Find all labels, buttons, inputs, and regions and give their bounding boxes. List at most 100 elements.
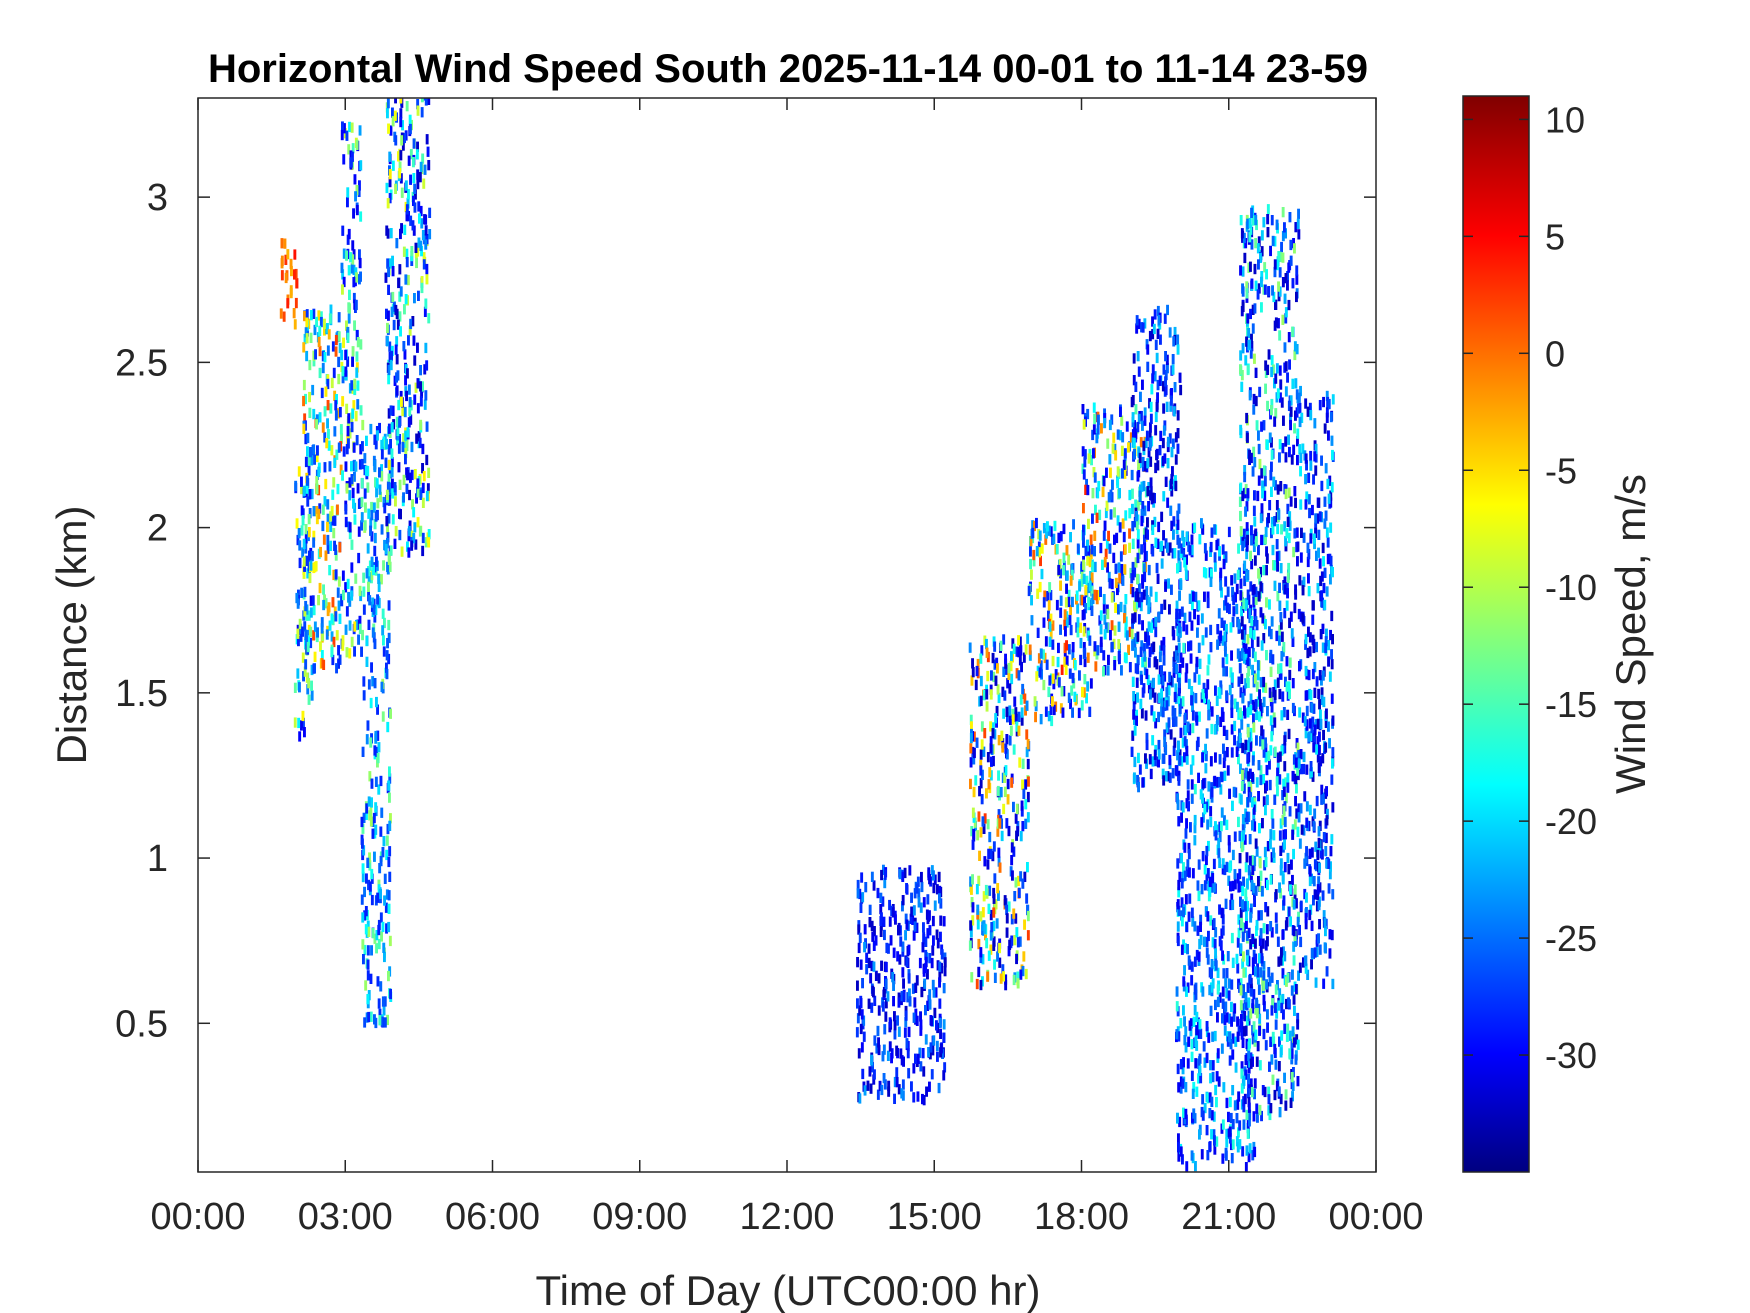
data-cell bbox=[1213, 724, 1217, 735]
data-cell bbox=[1314, 465, 1318, 476]
data-cell bbox=[1285, 656, 1289, 667]
data-cell bbox=[1165, 700, 1169, 711]
data-cell bbox=[1291, 702, 1295, 714]
data-cell bbox=[1119, 430, 1122, 441]
data-cell bbox=[1266, 439, 1269, 450]
data-cell bbox=[1201, 752, 1204, 763]
data-cell bbox=[1208, 984, 1212, 996]
data-cell bbox=[1083, 449, 1087, 460]
data-cell bbox=[1216, 624, 1220, 635]
data-cell bbox=[1158, 692, 1161, 703]
data-cell bbox=[424, 537, 428, 548]
data-cell bbox=[364, 924, 368, 935]
data-cell bbox=[893, 1029, 897, 1040]
data-cell bbox=[993, 641, 997, 652]
data-cell bbox=[922, 966, 926, 977]
data-cell bbox=[1209, 968, 1213, 979]
data-cell bbox=[1076, 543, 1080, 554]
data-cell bbox=[394, 496, 397, 507]
data-cell bbox=[1248, 973, 1252, 985]
data-cell bbox=[345, 606, 349, 617]
data-cell bbox=[1158, 445, 1162, 456]
data-cell bbox=[1193, 522, 1197, 533]
data-cell bbox=[1305, 817, 1309, 828]
data-cell bbox=[1131, 561, 1135, 573]
data-cell bbox=[385, 923, 388, 934]
data-cell bbox=[1136, 774, 1139, 786]
data-cell bbox=[1010, 673, 1014, 685]
data-cell bbox=[1237, 927, 1241, 939]
data-cell bbox=[997, 692, 1001, 704]
data-cell bbox=[1250, 797, 1254, 808]
data-cell bbox=[1223, 864, 1227, 876]
data-cell bbox=[1246, 364, 1250, 376]
data-cell bbox=[1228, 1126, 1232, 1137]
data-cell bbox=[342, 589, 345, 601]
data-cell bbox=[1167, 717, 1171, 728]
data-cell bbox=[1065, 570, 1069, 581]
data-cell bbox=[1297, 970, 1300, 981]
data-cell bbox=[1071, 642, 1075, 653]
data-cell bbox=[368, 852, 371, 863]
data-cell bbox=[1325, 407, 1329, 418]
data-cell bbox=[394, 304, 398, 316]
data-cell bbox=[1286, 852, 1290, 864]
data-cell bbox=[1248, 339, 1252, 350]
data-cell bbox=[1217, 608, 1221, 619]
data-cell bbox=[391, 488, 395, 499]
data-cell bbox=[1200, 518, 1203, 529]
data-cell bbox=[873, 995, 877, 1006]
data-cell bbox=[297, 589, 300, 600]
data-cell bbox=[1246, 313, 1250, 324]
data-cell bbox=[312, 530, 316, 541]
data-cell bbox=[1289, 611, 1293, 622]
data-cell bbox=[1206, 911, 1210, 922]
data-cell bbox=[301, 515, 305, 526]
data-cell bbox=[1236, 937, 1240, 948]
data-cell bbox=[330, 445, 334, 456]
data-cell bbox=[1151, 316, 1154, 327]
data-cell bbox=[919, 902, 923, 913]
data-cell bbox=[1009, 725, 1013, 736]
data-cell bbox=[1244, 1054, 1248, 1066]
data-cell bbox=[1136, 591, 1140, 603]
data-cell bbox=[354, 299, 358, 311]
data-cell bbox=[1252, 1021, 1256, 1032]
data-cell bbox=[1250, 333, 1253, 344]
data-cell bbox=[913, 888, 917, 899]
data-cell bbox=[425, 263, 429, 275]
data-cell bbox=[1026, 633, 1030, 644]
data-cell bbox=[902, 991, 906, 1003]
data-cell bbox=[366, 920, 370, 931]
data-cell bbox=[1268, 500, 1272, 511]
data-cell bbox=[426, 483, 430, 494]
data-cell bbox=[1164, 771, 1168, 782]
data-cell bbox=[322, 534, 326, 545]
data-cell bbox=[1128, 542, 1131, 553]
data-cell bbox=[321, 362, 325, 374]
data-cell bbox=[1136, 500, 1140, 511]
data-cell bbox=[1131, 521, 1135, 532]
data-cell bbox=[1244, 483, 1248, 495]
data-cell bbox=[1268, 759, 1271, 770]
data-cell bbox=[1283, 1072, 1286, 1083]
data-cell bbox=[383, 951, 386, 963]
data-cell bbox=[1109, 509, 1113, 520]
data-cell bbox=[1205, 873, 1209, 884]
data-cell bbox=[1142, 563, 1146, 574]
data-cell bbox=[972, 828, 976, 840]
data-cell bbox=[304, 456, 308, 468]
data-cell bbox=[1142, 589, 1146, 600]
data-cell bbox=[1245, 541, 1249, 552]
data-cell bbox=[1071, 649, 1075, 660]
data-cell bbox=[1221, 858, 1225, 869]
data-cell bbox=[1326, 553, 1330, 565]
data-cell bbox=[1154, 411, 1158, 423]
data-cell bbox=[1179, 1076, 1183, 1087]
data-cell bbox=[392, 319, 396, 331]
data-cell bbox=[1186, 859, 1190, 870]
data-cell bbox=[352, 292, 356, 304]
data-cell bbox=[352, 208, 355, 219]
data-cell bbox=[1281, 443, 1285, 454]
data-cell bbox=[1151, 687, 1155, 698]
